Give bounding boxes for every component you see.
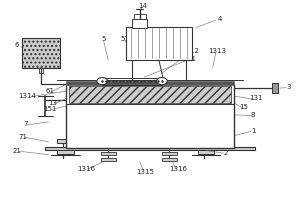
Bar — [57, 150, 74, 154]
Bar — [101, 152, 116, 155]
Bar — [46, 147, 254, 150]
Text: 21: 21 — [13, 148, 22, 154]
Text: 13: 13 — [49, 100, 58, 106]
Text: 1311: 1311 — [178, 56, 196, 62]
Bar — [272, 83, 278, 93]
Text: 1316: 1316 — [77, 166, 95, 172]
Bar — [39, 67, 44, 73]
Text: 1313: 1313 — [208, 48, 226, 54]
Text: 51: 51 — [120, 36, 129, 42]
Bar — [57, 139, 74, 143]
Bar — [101, 158, 116, 161]
Text: 2: 2 — [224, 150, 228, 156]
Bar — [22, 38, 60, 68]
Bar — [162, 158, 177, 161]
Text: 7: 7 — [24, 121, 28, 127]
Bar — [162, 152, 177, 155]
Bar — [69, 86, 231, 103]
Bar — [126, 27, 192, 60]
Text: 1315: 1315 — [136, 168, 154, 174]
Text: 15: 15 — [240, 104, 248, 110]
Text: 151: 151 — [43, 106, 57, 112]
Circle shape — [97, 78, 108, 85]
Text: 1314: 1314 — [19, 93, 37, 99]
Bar — [198, 139, 214, 143]
Bar — [134, 14, 146, 19]
Text: 131: 131 — [249, 95, 263, 101]
Text: 6: 6 — [15, 42, 20, 48]
Text: 8: 8 — [251, 112, 255, 118]
Bar — [66, 84, 234, 148]
Bar — [198, 150, 214, 154]
Text: 5: 5 — [101, 36, 106, 42]
Text: 3: 3 — [286, 84, 291, 90]
Text: 4: 4 — [218, 16, 222, 22]
Text: 1316: 1316 — [169, 166, 188, 172]
Bar — [132, 19, 147, 28]
Text: 1: 1 — [251, 128, 255, 134]
Text: 1312: 1312 — [182, 48, 199, 54]
Bar — [66, 81, 234, 85]
Circle shape — [157, 78, 167, 85]
Text: 14: 14 — [138, 3, 147, 9]
Text: 71: 71 — [19, 134, 28, 140]
Text: 61: 61 — [46, 88, 55, 94]
